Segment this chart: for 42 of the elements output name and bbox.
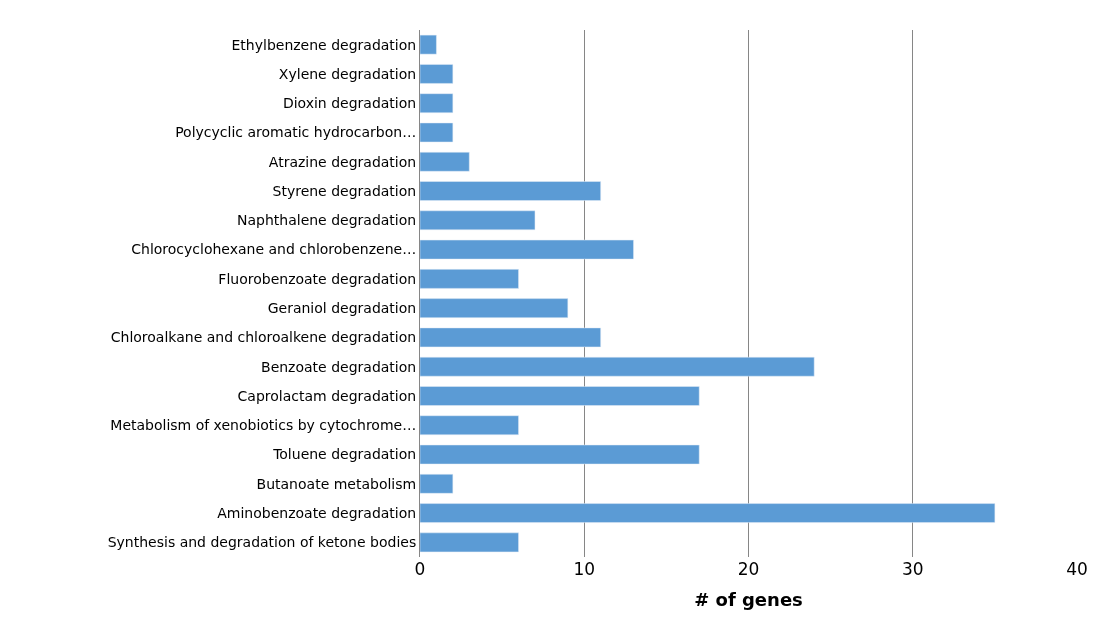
y-tick-label: Chlorocyclohexane and chlorobenzene… (131, 241, 417, 258)
bar (420, 239, 634, 260)
y-tick-label: Dioxin degradation (282, 95, 417, 112)
bar (420, 356, 815, 377)
x-tick-label: 0 (414, 559, 426, 579)
bar (420, 415, 519, 436)
y-tick-label: Chloroalkane and chloroalkene degradation (110, 329, 417, 346)
bar (420, 181, 601, 201)
x-tick-label: 10 (573, 559, 596, 579)
bar (420, 503, 996, 523)
bar (420, 327, 601, 348)
x-tick-label: 30 (901, 559, 924, 579)
y-tick-label: Polycyclic aromatic hydrocarbon… (175, 124, 417, 141)
bar (420, 210, 536, 231)
bar (420, 386, 700, 406)
y-tick-label: Aminobenzoate degradation (217, 504, 417, 521)
bar (420, 34, 437, 55)
y-tick-label: Atrazine degradation (268, 153, 417, 170)
y-tick-label: Butanoate metabolism (256, 475, 417, 492)
y-tick-label: Benzoate degradation (261, 358, 417, 375)
bar (420, 269, 519, 289)
bar (420, 444, 700, 465)
y-tick-label: Xylene degradation (278, 65, 417, 82)
x-tick-label: 20 (737, 559, 760, 579)
bar (420, 151, 470, 172)
bar (420, 298, 569, 318)
bar (420, 64, 454, 84)
y-tick-label: Toluene degradation (272, 446, 417, 463)
bar (420, 532, 519, 553)
y-tick-label: Fluorobenzoate degradation (218, 270, 417, 287)
y-tick-label: Caprolactam degradation (237, 387, 417, 404)
bar (420, 122, 454, 143)
y-tick-label: Styrene degradation (272, 182, 417, 199)
y-tick-label: Metabolism of xenobiotics by cytochrome… (110, 417, 417, 434)
y-tick-label: Ethylbenzene degradation (231, 36, 417, 53)
y-tick-label: Synthesis and degradation of ketone bodies (107, 534, 417, 551)
bar (420, 93, 454, 113)
y-tick-label: Geraniol degradation (267, 300, 417, 317)
x-axis-title: # of genes (694, 589, 803, 611)
x-tick-label: 40 (1066, 559, 1088, 579)
y-tick-label: Naphthalene degradation (237, 212, 417, 229)
bar (420, 474, 454, 494)
